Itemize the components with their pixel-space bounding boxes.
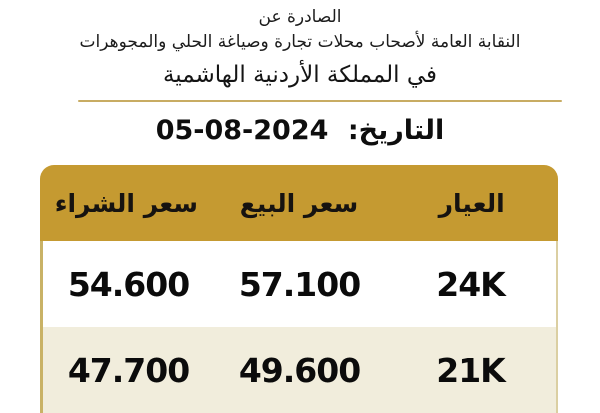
date-line: التاريخ: 05-08-2024 [0,115,600,146]
sell-price-value: 49.600 [238,350,361,390]
date-label: التاريخ: [347,115,445,146]
date-value: 05-08-2024 [155,115,329,146]
buy-price-value: 47.700 [67,350,190,390]
org-name-line: النقابة العامة لأصحاب محلات تجارة وصياغة… [79,32,521,52]
karat-value: 24K [436,264,506,304]
header-buy-price: سعر الشراء [54,188,198,218]
buy-price-value: 54.600 [67,264,190,304]
header-sell-price: سعر البيع [239,188,359,218]
header-karat: العيار [438,188,505,218]
gold-price-table: العيار سعر البيع سعر الشراء 24K 57.100 5… [40,165,558,413]
karat-value: 21K [436,350,506,390]
bulletin-header: الصادرة عن النقابة العامة لأصحاب محلات ت… [0,0,600,102]
country-line: في المملكة الأردنية الهاشمية [162,62,438,88]
table-row-24k: 24K 57.100 54.600 [40,241,558,327]
sell-price-value: 57.100 [238,264,361,304]
gold-separator-line [78,100,562,102]
issued-by-line: الصادرة عن [258,7,342,27]
table-row-21k: 21K 49.600 47.700 [40,327,558,413]
price-table-header: العيار سعر البيع سعر الشراء [40,165,558,241]
